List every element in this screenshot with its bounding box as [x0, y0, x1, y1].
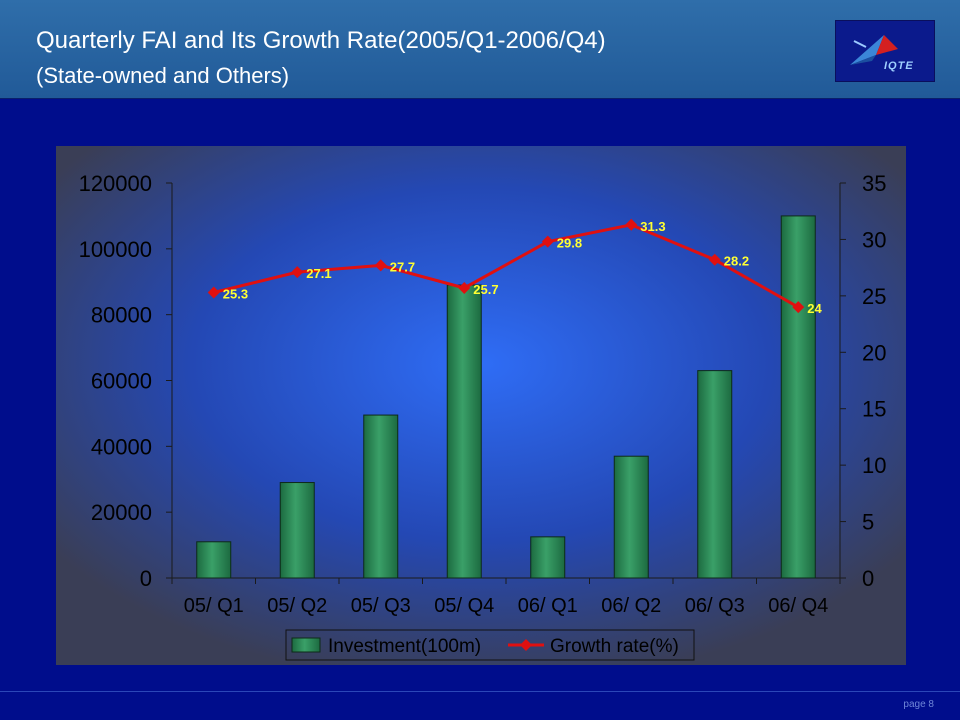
investment-bar — [279, 482, 315, 579]
investment-bar — [363, 414, 399, 579]
x-axis-tick-label: 06/ Q3 — [685, 595, 745, 617]
legend-box — [285, 629, 695, 661]
growth-rate-data-label: 27.7 — [390, 259, 415, 274]
legend-growth-label: Growth rate(%) — [550, 636, 679, 657]
growth-rate-point — [207, 286, 220, 299]
x-axis-tick-label: 05/ Q1 — [184, 595, 244, 617]
right-axis-tick-label: 20 — [862, 340, 886, 365]
growth-rate-data-label: 28.2 — [724, 254, 749, 269]
x-axis-tick-label: 06/ Q1 — [518, 595, 578, 617]
legend-line-marker — [520, 639, 532, 651]
logo-arrow-icon — [850, 35, 898, 65]
fai-combo-chart: 0 20000 40000 60000 80000 100000 120000 0 5 10 15 2… — [56, 146, 906, 665]
chart-container: 0 20000 40000 60000 80000 100000 120000 0 5 10 15 2… — [56, 146, 906, 665]
growth-rate-data-label: 24 — [807, 301, 822, 316]
investment-bar — [780, 215, 816, 579]
left-axis-tick-label: 120000 — [79, 171, 152, 196]
left-axis-tick-label: 100000 — [79, 237, 152, 262]
x-axis-tick-label: 06/ Q2 — [601, 595, 661, 617]
investment-bar — [613, 455, 649, 579]
growth-rate-data-label: 29.8 — [557, 236, 582, 251]
x-axis-tick-label: 05/ Q2 — [267, 595, 327, 617]
growth-rate-data-label: 25.3 — [223, 286, 248, 301]
legend-bar-swatch — [291, 637, 321, 653]
right-axis-tick-label: 15 — [862, 397, 886, 422]
growth-rate-point — [708, 253, 721, 266]
logo-text: IQTE — [884, 60, 914, 72]
x-axis-tick-label: 06/ Q4 — [768, 595, 828, 617]
right-axis-tick-label: 5 — [862, 510, 874, 535]
growth-rate-point — [541, 235, 554, 248]
right-axis-tick-label: 0 — [862, 566, 874, 591]
left-axis-tick-label: 80000 — [91, 303, 152, 328]
growth-rate-line — [213, 223, 799, 309]
slide-subtitle: (State-owned and Others) — [36, 63, 290, 88]
growth-rate-point — [625, 218, 638, 231]
left-axis-tick-label: 60000 — [91, 369, 152, 394]
investment-bar — [530, 536, 566, 579]
growth-rate-point — [458, 281, 471, 294]
left-axis-tick-label: 0 — [140, 566, 152, 591]
investment-bar — [446, 284, 482, 579]
iqte-logo: IQTE — [835, 20, 935, 82]
investment-bar — [196, 541, 232, 579]
page-number: page 8 — [903, 699, 934, 710]
right-axis-tick-label: 25 — [862, 284, 886, 309]
growth-rate-data-label: 25.7 — [473, 282, 498, 297]
slide-title: Quarterly FAI and Its Growth Rate(2005/Q… — [36, 27, 606, 54]
x-axis-tick-label: 05/ Q3 — [351, 595, 411, 617]
right-axis-tick-label: 35 — [862, 171, 886, 196]
slide-header: Quarterly FAI and Its Growth Rate(2005/Q… — [0, 0, 960, 99]
growth-rate-data-label: 27.1 — [306, 266, 331, 281]
right-axis-tick-label: 30 — [862, 227, 886, 252]
footer-divider — [0, 691, 960, 692]
x-axis-tick-label: 05/ Q4 — [434, 595, 494, 617]
legend-investment-label: Investment(100m) — [328, 636, 481, 657]
right-axis-tick-label: 10 — [862, 453, 886, 478]
growth-rate-point — [374, 259, 387, 272]
left-axis-tick-label: 20000 — [91, 500, 152, 525]
investment-bar — [697, 370, 733, 579]
growth-rate-point — [792, 301, 805, 314]
left-axis-tick-label: 40000 — [91, 434, 152, 459]
growth-rate-data-label: 31.3 — [640, 219, 665, 234]
